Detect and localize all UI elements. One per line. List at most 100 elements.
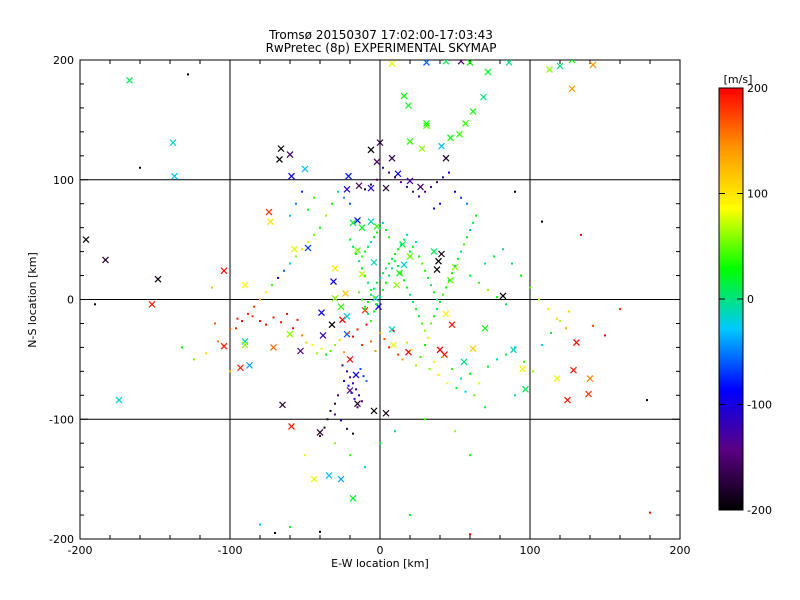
data-point-dot	[448, 279, 450, 282]
data-point-dot	[265, 291, 267, 294]
data-point-dot	[193, 358, 195, 361]
data-point-dot	[346, 427, 348, 430]
data-point-dot	[350, 391, 353, 394]
data-point-x	[585, 390, 592, 398]
data-point-x	[331, 294, 339, 302]
data-point-dot	[511, 262, 513, 265]
data-point-x	[505, 60, 513, 66]
data-point-dot	[473, 394, 476, 397]
data-point-x	[480, 93, 487, 101]
data-point-dot	[319, 530, 321, 533]
data-point-dot	[466, 202, 468, 205]
data-point-x	[367, 146, 375, 154]
colorbar-tick-label: 0	[747, 293, 754, 306]
data-point-dot	[469, 533, 471, 536]
data-point-dot	[619, 308, 621, 311]
data-point-x	[316, 428, 324, 436]
data-point-dot	[247, 312, 249, 315]
data-point-x	[370, 258, 378, 266]
data-point-dot	[397, 264, 399, 267]
data-point-dot	[349, 238, 351, 241]
data-point-x	[400, 261, 408, 269]
data-point-dot	[329, 349, 332, 352]
data-point-dot	[376, 178, 378, 181]
data-point-x	[553, 375, 561, 382]
data-point-dot	[367, 312, 369, 315]
data-point-x	[82, 236, 90, 244]
data-point-dot	[319, 226, 321, 229]
data-point-dot	[286, 312, 288, 315]
data-point-dot	[394, 260, 396, 263]
data-point-dot	[385, 267, 387, 270]
data-point-dot	[415, 364, 417, 367]
data-point-dot	[361, 344, 363, 347]
data-point-dot	[365, 379, 368, 382]
data-point-dot	[361, 298, 363, 301]
data-point-dot	[388, 262, 390, 265]
data-point-dot	[484, 262, 486, 265]
data-point-dot	[337, 190, 339, 193]
colorbar-tick-label: -200	[747, 504, 772, 517]
data-point-dot	[418, 195, 420, 198]
data-point-x	[301, 165, 309, 173]
data-point-dot	[364, 466, 366, 469]
data-point-x	[564, 396, 571, 404]
data-point-dot	[217, 340, 219, 343]
data-point-dot	[343, 196, 345, 199]
data-point-x	[288, 423, 295, 430]
data-point-x	[343, 312, 351, 320]
data-point-x	[388, 154, 396, 162]
data-point-dot	[442, 355, 444, 358]
data-point-dot	[442, 176, 444, 179]
data-point-x	[442, 154, 450, 162]
data-point-x	[462, 120, 469, 127]
colorbar-unit-label: [m/s]	[724, 73, 753, 86]
data-point-dot	[502, 248, 504, 251]
data-point-x	[447, 276, 454, 284]
data-point-dot	[343, 379, 345, 382]
data-point-dot	[320, 347, 323, 350]
data-point-dot	[313, 233, 315, 236]
data-point-dot	[388, 236, 390, 239]
data-point-x	[460, 358, 468, 366]
x-tick-label: 200	[670, 544, 691, 557]
data-point-dot	[487, 288, 489, 291]
data-point-x	[406, 177, 414, 185]
data-point-dot	[541, 344, 543, 347]
data-point-dot	[401, 358, 404, 361]
data-point-dot	[326, 418, 329, 421]
data-point-dot	[235, 327, 237, 330]
data-point-x	[438, 250, 445, 258]
data-point-dot	[448, 171, 450, 174]
data-point-dot	[428, 367, 431, 370]
data-point-dot	[289, 214, 291, 217]
data-point-x	[376, 139, 384, 147]
data-point-dot	[376, 303, 378, 306]
data-point-dot	[415, 241, 417, 244]
data-point-dot	[271, 284, 273, 287]
data-point-dot	[556, 317, 558, 320]
data-point-x	[447, 134, 454, 142]
data-point-dot	[646, 399, 648, 402]
data-point-x	[399, 240, 406, 248]
data-point-dot	[433, 315, 435, 318]
data-point-dot	[649, 511, 651, 514]
data-point-x	[442, 60, 450, 65]
data-point-x	[277, 145, 285, 153]
data-point-dot	[419, 355, 422, 358]
data-point-dot	[236, 317, 239, 320]
data-point-dot	[358, 394, 360, 397]
data-point-dot	[379, 276, 381, 279]
data-point-x	[573, 339, 580, 347]
data-point-dot	[412, 190, 414, 193]
data-point-dot	[439, 300, 441, 303]
data-point-x	[358, 224, 366, 232]
data-point-x	[430, 248, 438, 256]
data-point-x	[469, 345, 477, 353]
data-point-dot	[373, 287, 375, 290]
data-point-dot	[409, 293, 411, 296]
data-point-dot	[382, 288, 384, 291]
data-point-x	[342, 290, 349, 297]
data-point-x	[442, 310, 450, 318]
data-point-x	[265, 208, 273, 216]
